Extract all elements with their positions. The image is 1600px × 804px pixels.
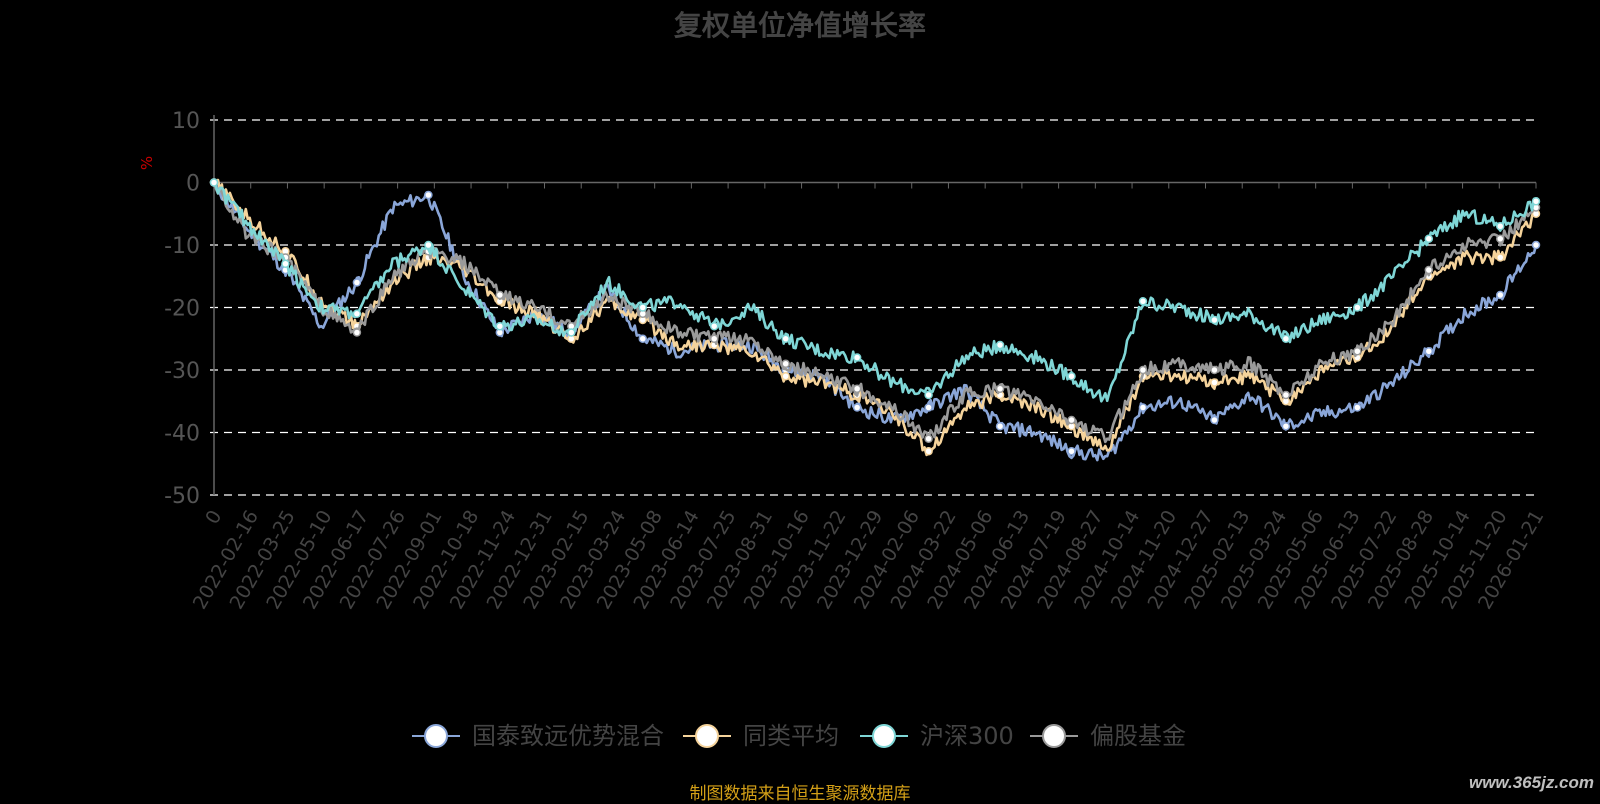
data-point bbox=[1210, 415, 1219, 425]
data-point bbox=[1353, 403, 1362, 412]
data-point bbox=[1531, 197, 1541, 206]
data-point bbox=[1210, 378, 1219, 387]
y-tick-label: -30 bbox=[164, 359, 200, 384]
data-point bbox=[1496, 222, 1505, 231]
data-point bbox=[924, 390, 933, 400]
data-point bbox=[352, 278, 362, 287]
data-point bbox=[495, 322, 505, 331]
data-point bbox=[995, 384, 1005, 393]
y-tick-label: 0 bbox=[186, 172, 200, 197]
y-tick-label: -10 bbox=[164, 234, 200, 259]
y-tick-label: -20 bbox=[164, 297, 200, 322]
data-point bbox=[709, 322, 719, 331]
data-point bbox=[638, 334, 648, 343]
series-line bbox=[212, 181, 1537, 403]
axes bbox=[213, 115, 1537, 495]
legend-item[interactable]: 偏股基金 bbox=[1030, 722, 1186, 750]
series-line bbox=[213, 178, 1538, 457]
series-line bbox=[212, 182, 1537, 444]
x-tick-labels: 02022-02-162022-03-252022-05-102022-06-1… bbox=[189, 506, 1549, 613]
data-point bbox=[495, 290, 505, 300]
y-tick-label: 10 bbox=[172, 109, 200, 134]
y-tick-label: -50 bbox=[164, 484, 200, 509]
data-point bbox=[638, 303, 648, 312]
legend-item[interactable]: 国泰致远优势混合 bbox=[412, 722, 664, 750]
chart-title: 复权单位净值增长率 bbox=[673, 9, 926, 42]
data-point bbox=[852, 403, 862, 412]
x-tick-label: 0 bbox=[201, 507, 226, 528]
data-point bbox=[1424, 347, 1434, 356]
data-point bbox=[567, 328, 576, 337]
data-point bbox=[924, 447, 933, 456]
legend-label: 偏股基金 bbox=[1090, 722, 1186, 750]
data-point bbox=[1496, 290, 1505, 300]
legend-item[interactable]: 沪深300 bbox=[860, 722, 1014, 750]
data-point bbox=[995, 422, 1005, 431]
data-point bbox=[209, 178, 219, 187]
data-point bbox=[1138, 403, 1148, 412]
data-point bbox=[1496, 253, 1505, 262]
data-point bbox=[1210, 365, 1219, 375]
legend-label: 国泰致远优势混合 bbox=[472, 722, 664, 750]
y-tick-labels: 10 0 -10 -20 -30 -40 -50 bbox=[164, 109, 200, 509]
legend-marker bbox=[695, 724, 719, 748]
data-point bbox=[1496, 234, 1505, 243]
data-point bbox=[1281, 390, 1291, 400]
data-point bbox=[924, 434, 933, 443]
data-point bbox=[781, 359, 790, 368]
data-point bbox=[995, 340, 1005, 350]
legend-label: 沪深300 bbox=[920, 722, 1014, 750]
data-point bbox=[424, 240, 433, 250]
y-tick-label: -40 bbox=[164, 422, 200, 447]
data-point bbox=[852, 384, 862, 393]
data-point bbox=[1067, 447, 1076, 456]
data-point bbox=[1210, 315, 1219, 325]
data-point bbox=[352, 309, 362, 318]
data-point bbox=[852, 353, 862, 362]
data-point bbox=[1281, 422, 1291, 431]
series-line bbox=[213, 181, 1538, 462]
data-source-footer: 制图数据来自恒生聚源数据库 bbox=[689, 784, 911, 804]
data-point bbox=[1138, 297, 1148, 306]
legend-marker bbox=[872, 724, 896, 748]
data-point bbox=[1138, 365, 1148, 375]
series-lines bbox=[209, 178, 1541, 462]
data-point bbox=[424, 190, 433, 200]
data-point bbox=[1424, 234, 1434, 243]
legend-marker bbox=[424, 724, 448, 748]
data-point bbox=[1424, 265, 1434, 275]
data-point bbox=[924, 403, 933, 412]
data-point bbox=[1067, 372, 1076, 381]
legend-label: 同类平均 bbox=[743, 722, 839, 750]
data-point bbox=[781, 334, 790, 343]
legend-marker bbox=[1042, 724, 1066, 748]
data-point bbox=[352, 328, 362, 337]
grid-lines bbox=[210, 119, 1536, 496]
data-point bbox=[281, 259, 290, 268]
data-point bbox=[1353, 303, 1362, 312]
legend-item[interactable]: 同类平均 bbox=[683, 722, 839, 750]
data-point bbox=[709, 334, 719, 343]
data-point bbox=[1531, 240, 1541, 250]
y-axis-unit-label: % bbox=[138, 156, 156, 170]
data-point bbox=[781, 372, 790, 381]
data-point bbox=[1067, 415, 1076, 425]
watermark: www.365jz.com bbox=[1468, 773, 1594, 792]
data-point bbox=[1281, 334, 1291, 343]
data-point bbox=[1353, 347, 1362, 356]
legend[interactable]: 国泰致远优势混合 同类平均 沪深300 偏股基金 bbox=[412, 722, 1186, 750]
